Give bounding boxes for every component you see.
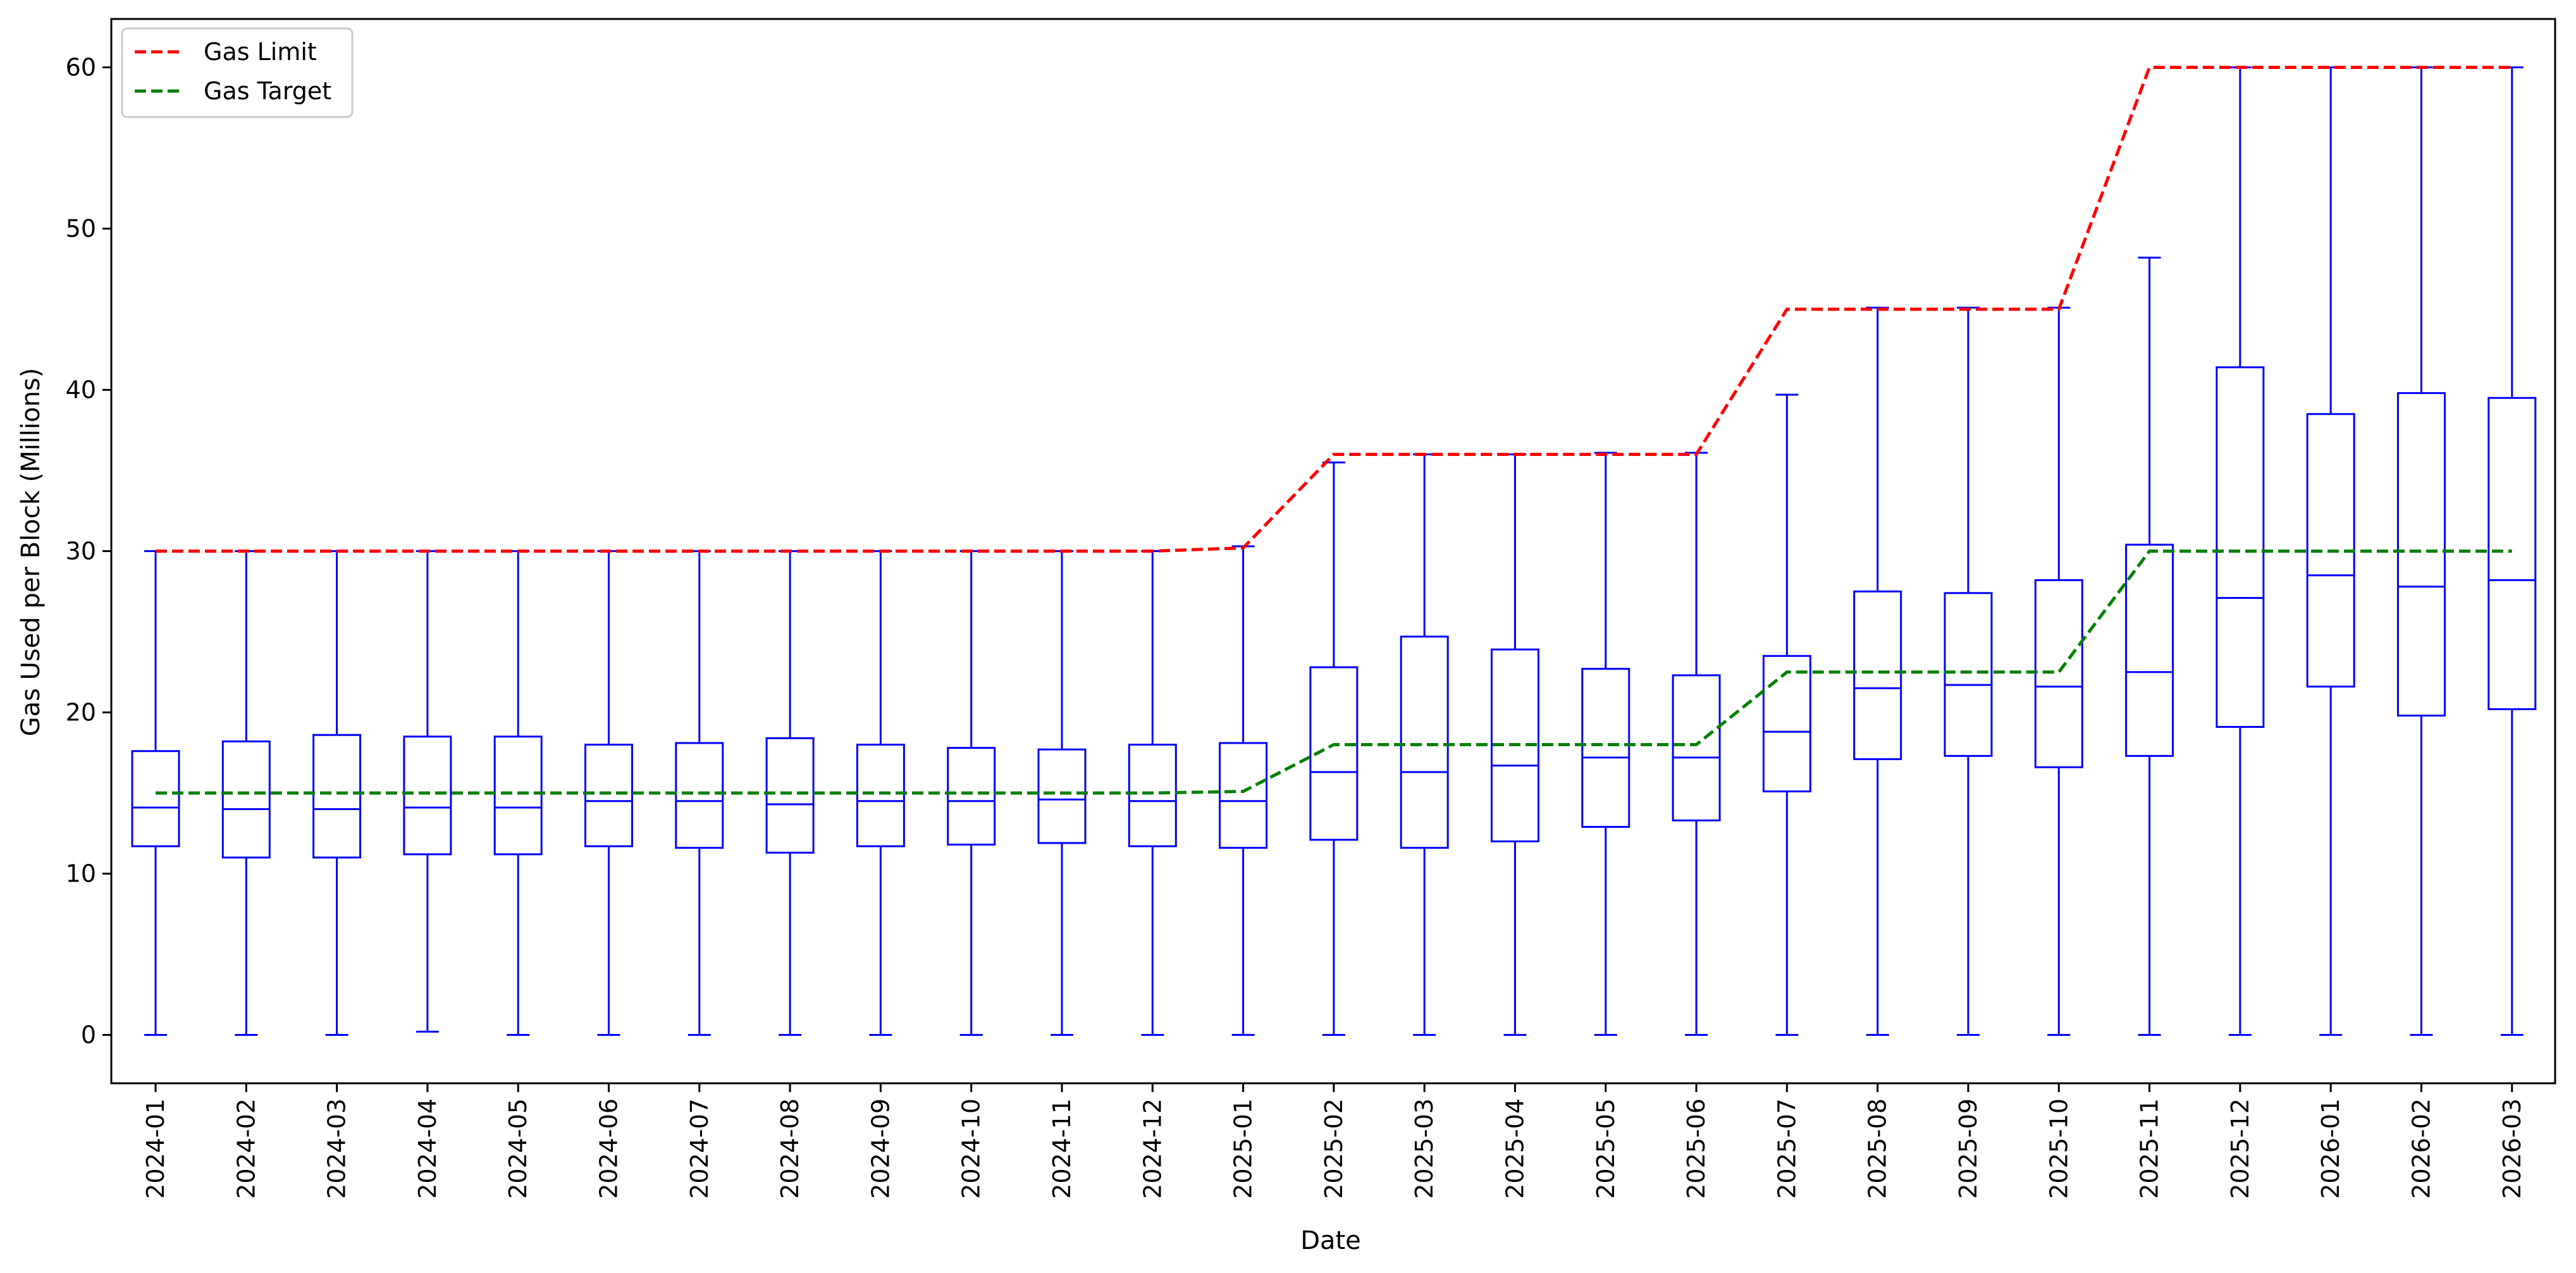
line-series — [156, 66, 2512, 795]
box-iqr — [1219, 742, 1268, 849]
box-iqr — [131, 750, 180, 847]
series-line-gas-target — [156, 550, 2512, 795]
x-tick-label: 2024-01 — [142, 1098, 169, 1199]
x-tick-label: 2025-03 — [1410, 1098, 1438, 1199]
x-axis: 2024-01 2024-02 2024-03 2024-04 2024-05 2024-… — [142, 1083, 2526, 1199]
box-2025-08 — [1853, 306, 1902, 1036]
legend-frame — [121, 27, 354, 118]
x-tick-label: 2025-04 — [1501, 1098, 1529, 1199]
box-2025-03 — [1400, 453, 1449, 1036]
y-axis-label: Gas Used per Block (Millions) — [16, 368, 46, 737]
x-tick-label: 2024-08 — [776, 1098, 804, 1199]
box-2024-01 — [131, 550, 180, 1036]
y-tick-label: 20 — [66, 699, 96, 727]
box-iqr — [1037, 748, 1087, 844]
box-iqr — [675, 742, 724, 849]
box-2025-06 — [1672, 452, 1721, 1036]
y-tick-label: 50 — [66, 215, 96, 243]
box-2024-05 — [493, 550, 543, 1036]
y-tick-label: 40 — [66, 376, 96, 404]
legend-label: Gas Limit — [204, 38, 317, 66]
x-tick-label: 2025-06 — [1682, 1098, 1710, 1199]
box-iqr — [221, 740, 271, 859]
x-tick-label: 2026-02 — [2408, 1098, 2436, 1199]
box-2024-03 — [312, 550, 362, 1036]
x-tick-label: 2025-08 — [1864, 1098, 1892, 1199]
box-2025-10 — [2034, 306, 2083, 1036]
box-2026-02 — [2397, 66, 2446, 1036]
box-iqr — [2215, 366, 2265, 728]
box-iqr — [1581, 668, 1630, 828]
x-tick-label: 2024-09 — [866, 1098, 894, 1199]
x-tick-label: 2025-09 — [1954, 1098, 1982, 1199]
y-tick-label: 0 — [81, 1021, 96, 1049]
box-iqr — [2125, 543, 2174, 757]
x-tick-label: 2024-12 — [1138, 1098, 1166, 1199]
box-2024-06 — [584, 550, 633, 1036]
box-iqr — [1853, 590, 1902, 760]
x-tick-label: 2024-07 — [686, 1098, 713, 1199]
box-iqr — [403, 735, 452, 856]
box-2024-11 — [1037, 550, 1087, 1036]
x-tick-label: 2025-11 — [2136, 1098, 2164, 1199]
box-iqr — [1400, 636, 1449, 849]
legend-label: Gas Target — [204, 77, 331, 105]
y-tick-label: 10 — [66, 860, 96, 888]
box-iqr — [1491, 648, 1539, 843]
y-tick-label: 60 — [66, 54, 96, 82]
legend: Gas Limit Gas Target — [121, 27, 354, 118]
x-tick-label: 2024-04 — [414, 1098, 441, 1199]
box-iqr — [1672, 674, 1721, 821]
box-2024-02 — [221, 550, 271, 1036]
box-iqr — [2034, 579, 2083, 768]
x-tick-label: 2026-03 — [2498, 1098, 2526, 1199]
x-tick-label: 2025-07 — [1773, 1098, 1801, 1199]
x-tick-label: 2026-01 — [2317, 1098, 2345, 1199]
x-tick-label: 2024-05 — [504, 1098, 532, 1199]
box-2025-05 — [1581, 452, 1630, 1036]
x-tick-label: 2024-11 — [1048, 1098, 1076, 1199]
box-2025-07 — [1762, 393, 1811, 1036]
x-tick-label: 2024-10 — [958, 1098, 985, 1199]
box-iqr — [584, 744, 633, 847]
box-2024-10 — [947, 550, 996, 1036]
x-tick-label: 2024-06 — [595, 1098, 623, 1199]
box-2025-11 — [2125, 256, 2174, 1036]
x-axis-label: Date — [1300, 1226, 1361, 1255]
x-tick-label: 2025-12 — [2226, 1098, 2254, 1199]
box-2024-09 — [856, 550, 905, 1036]
box-2025-01 — [1219, 545, 1268, 1036]
box-2024-04 — [403, 550, 452, 1033]
x-tick-label: 2025-10 — [2045, 1098, 2073, 1199]
box-iqr — [1128, 744, 1177, 847]
box-2025-02 — [1309, 461, 1359, 1036]
box-iqr — [1944, 592, 1993, 757]
box-iqr — [947, 747, 996, 846]
series-line-gas-limit — [156, 66, 2512, 553]
box-2025-12 — [2215, 66, 2265, 1036]
box-2025-09 — [1944, 306, 1993, 1036]
box-iqr — [2487, 397, 2537, 710]
box-2026-03 — [2487, 66, 2537, 1036]
box-iqr — [2397, 392, 2446, 717]
x-tick-label: 2024-02 — [232, 1098, 260, 1199]
box-iqr — [765, 737, 815, 854]
x-tick-label: 2025-01 — [1229, 1098, 1257, 1199]
box-iqr — [1309, 666, 1359, 841]
x-tick-label: 2025-05 — [1592, 1098, 1620, 1199]
box-plot-series — [131, 66, 2537, 1036]
x-tick-label: 2025-02 — [1320, 1098, 1348, 1199]
box-iqr — [493, 735, 543, 856]
box-iqr — [312, 734, 362, 859]
y-axis: 0 10 20 30 40 50 60 — [66, 54, 111, 1049]
box-iqr — [856, 744, 905, 847]
box-2025-04 — [1491, 453, 1539, 1036]
y-tick-label: 30 — [66, 538, 96, 565]
x-tick-label: 2024-03 — [323, 1098, 351, 1199]
box-iqr — [1762, 655, 1811, 792]
